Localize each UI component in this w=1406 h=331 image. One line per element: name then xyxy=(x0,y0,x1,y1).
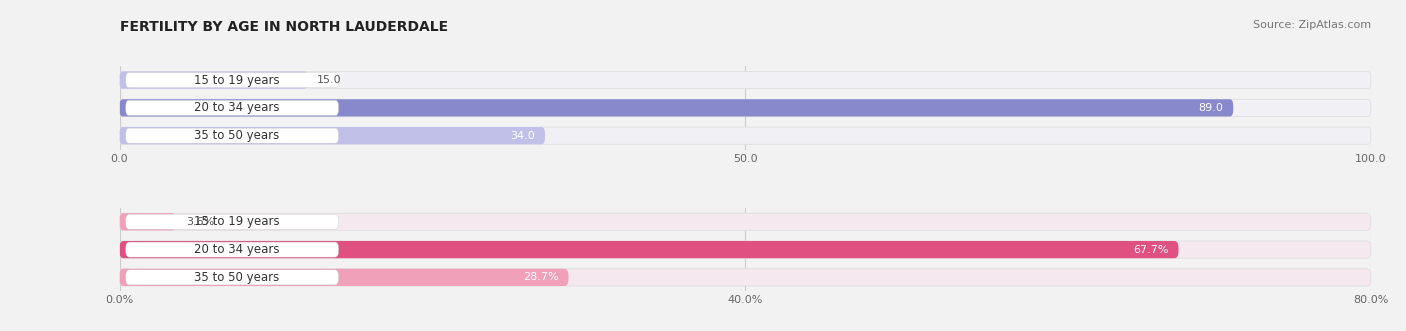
FancyBboxPatch shape xyxy=(120,213,176,230)
FancyBboxPatch shape xyxy=(120,127,546,144)
Text: Source: ZipAtlas.com: Source: ZipAtlas.com xyxy=(1253,20,1371,30)
Text: 20 to 34 years: 20 to 34 years xyxy=(194,101,280,115)
FancyBboxPatch shape xyxy=(125,100,339,116)
Text: FERTILITY BY AGE IN NORTH LAUDERDALE: FERTILITY BY AGE IN NORTH LAUDERDALE xyxy=(120,20,447,34)
Text: 67.7%: 67.7% xyxy=(1133,245,1168,255)
FancyBboxPatch shape xyxy=(120,71,308,89)
FancyBboxPatch shape xyxy=(125,270,339,285)
FancyBboxPatch shape xyxy=(120,99,1371,117)
FancyBboxPatch shape xyxy=(120,269,1371,286)
FancyBboxPatch shape xyxy=(125,214,339,229)
FancyBboxPatch shape xyxy=(120,99,1233,117)
Text: 3.6%: 3.6% xyxy=(186,217,214,227)
Text: 15 to 19 years: 15 to 19 years xyxy=(194,215,280,228)
Text: 15 to 19 years: 15 to 19 years xyxy=(194,73,280,87)
FancyBboxPatch shape xyxy=(120,241,1178,258)
FancyBboxPatch shape xyxy=(125,128,339,143)
FancyBboxPatch shape xyxy=(125,72,339,88)
Text: 15.0: 15.0 xyxy=(318,75,342,85)
Text: 20 to 34 years: 20 to 34 years xyxy=(194,243,280,256)
Text: 35 to 50 years: 35 to 50 years xyxy=(194,271,278,284)
FancyBboxPatch shape xyxy=(125,242,339,257)
FancyBboxPatch shape xyxy=(120,269,568,286)
Text: 28.7%: 28.7% xyxy=(523,272,558,282)
FancyBboxPatch shape xyxy=(120,213,1371,230)
FancyBboxPatch shape xyxy=(120,241,1371,258)
FancyBboxPatch shape xyxy=(120,71,1371,89)
FancyBboxPatch shape xyxy=(120,127,1371,144)
Text: 89.0: 89.0 xyxy=(1198,103,1223,113)
Text: 35 to 50 years: 35 to 50 years xyxy=(194,129,278,142)
Text: 34.0: 34.0 xyxy=(510,131,534,141)
